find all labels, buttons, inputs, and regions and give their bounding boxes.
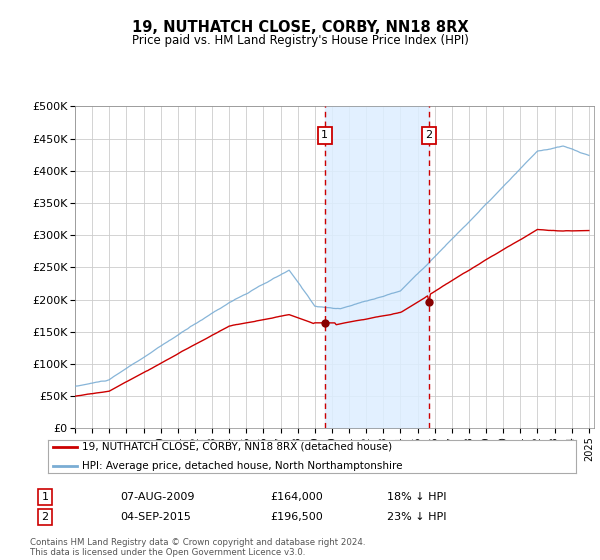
Text: 19, NUTHATCH CLOSE, CORBY, NN18 8RX (detached house): 19, NUTHATCH CLOSE, CORBY, NN18 8RX (det… <box>82 442 392 452</box>
Text: 19, NUTHATCH CLOSE, CORBY, NN18 8RX: 19, NUTHATCH CLOSE, CORBY, NN18 8RX <box>131 21 469 35</box>
Text: 04-SEP-2015: 04-SEP-2015 <box>120 512 191 522</box>
Text: 2: 2 <box>425 130 433 141</box>
Text: 1: 1 <box>41 492 49 502</box>
Text: Contains HM Land Registry data © Crown copyright and database right 2024.
This d: Contains HM Land Registry data © Crown c… <box>30 538 365 557</box>
Text: £164,000: £164,000 <box>270 492 323 502</box>
Text: 23% ↓ HPI: 23% ↓ HPI <box>387 512 446 522</box>
Text: £196,500: £196,500 <box>270 512 323 522</box>
Text: 2: 2 <box>41 512 49 522</box>
Text: 1: 1 <box>321 130 328 141</box>
Text: Price paid vs. HM Land Registry's House Price Index (HPI): Price paid vs. HM Land Registry's House … <box>131 34 469 47</box>
Text: 18% ↓ HPI: 18% ↓ HPI <box>387 492 446 502</box>
Text: HPI: Average price, detached house, North Northamptonshire: HPI: Average price, detached house, Nort… <box>82 461 403 471</box>
Text: 07-AUG-2009: 07-AUG-2009 <box>120 492 194 502</box>
